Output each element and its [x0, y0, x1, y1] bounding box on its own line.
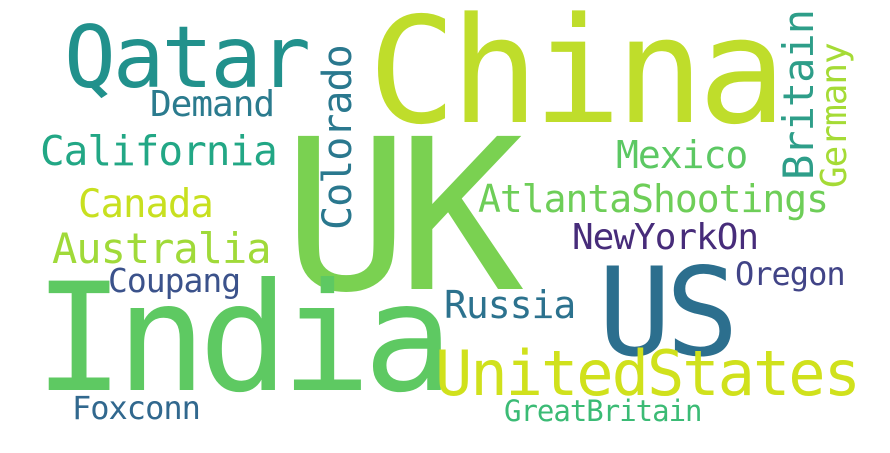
- word-india: India: [34, 252, 454, 426]
- word-oregon: Oregon: [735, 255, 846, 293]
- word-mexico: Mexico: [616, 133, 748, 177]
- word-unitedstates: UnitedStates: [435, 337, 861, 410]
- word-greatbritain: GreatBritain: [504, 394, 703, 428]
- word-california: California: [40, 127, 278, 175]
- word-colorado: Colorado: [315, 45, 361, 230]
- word-demand: Demand: [150, 84, 275, 125]
- word-newyorkon: NewYorkOn: [572, 217, 759, 258]
- word-coupang: Coupang: [108, 261, 241, 300]
- word-australia: Australia: [52, 224, 272, 273]
- word-china: China: [368, 0, 787, 157]
- word-uk: UK: [283, 94, 524, 339]
- word-canada: Canada: [78, 182, 214, 227]
- word-russia: Russia: [444, 283, 576, 327]
- word-foxconn: Foxconn: [72, 389, 201, 427]
- word-atlantashootings: AtlantaShootings: [478, 177, 829, 221]
- word-us: US: [598, 242, 739, 384]
- word-qatar: Qatar: [64, 8, 311, 108]
- word-germany: Germany: [814, 43, 855, 188]
